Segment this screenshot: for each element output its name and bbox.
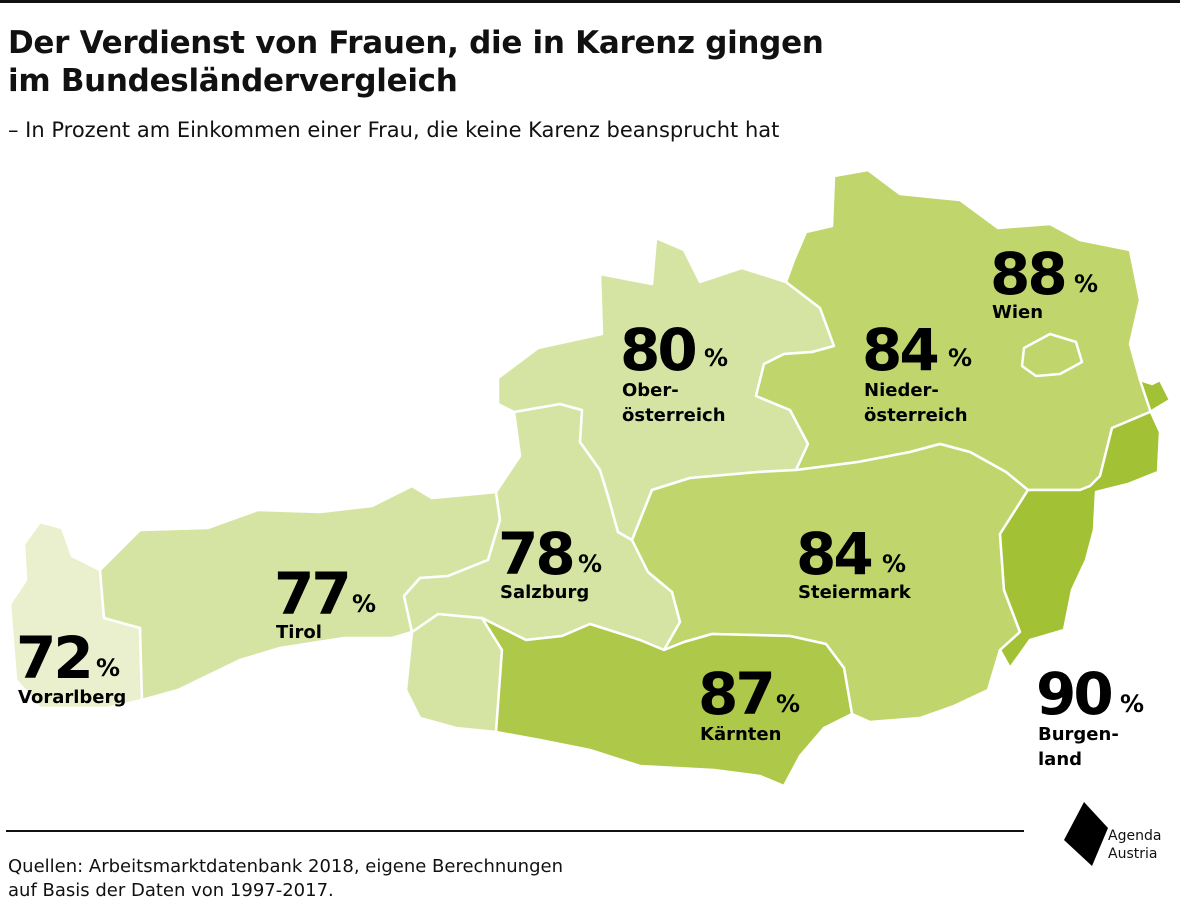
label-burgenland: 90 % Burgen- land [1036,660,1144,770]
percent-niederoesterreich: % [948,344,972,372]
top-rule [0,0,1180,3]
value-steiermark: 84 [796,520,871,588]
region-osttirol [404,612,504,734]
label-tirol: 77 % Tirol [274,560,376,643]
value-wien: 88 [990,240,1065,308]
chart-title: Der Verdienst von Frauen, die in Karenz … [8,24,1168,100]
percent-vorarlberg: % [96,654,120,682]
name-niederoesterreich-2: österreich [864,405,968,426]
percent-oberoesterreich: % [704,344,728,372]
value-salzburg: 78 [498,520,573,588]
label-kaernten: 87 % Kärnten [698,660,800,745]
region-kaernten [480,616,854,788]
name-wien: Wien [992,302,1043,323]
logo-mark-icon [1064,802,1108,866]
value-tirol: 77 [274,560,349,628]
source-note: Quellen: Arbeitsmarktdatenbank 2018, eig… [8,855,563,903]
label-vorarlberg: 72 % Vorarlberg [16,624,126,708]
label-wien: 88 % Wien [990,240,1098,323]
value-burgenland: 90 [1036,660,1111,728]
label-steiermark: 84 % Steiermark [796,520,912,603]
chart-subtitle: – In Prozent am Einkommen einer Frau, di… [8,118,780,142]
name-salzburg: Salzburg [500,582,589,603]
label-oberoesterreich: 80 % Ober- österreich [620,316,728,426]
logo-text-austria: Austria [1108,846,1158,862]
name-vorarlberg: Vorarlberg [18,687,126,708]
percent-wien: % [1074,270,1098,298]
percent-tirol: % [352,590,376,618]
percent-salzburg: % [578,550,602,578]
name-burgenland-2: land [1038,749,1082,770]
percent-burgenland: % [1120,690,1144,718]
percent-steiermark: % [882,550,906,578]
bottom-rule [6,830,1024,832]
title-line-1: Der Verdienst von Frauen, die in Karenz … [8,25,824,61]
percent-kaernten: % [776,690,800,718]
region-wien [1020,332,1084,378]
name-oberoesterreich-1: Ober- [622,380,679,401]
source-line-1: Quellen: Arbeitsmarktdatenbank 2018, eig… [8,856,563,877]
agenda-austria-logo: Agenda Austria [1064,800,1174,870]
region-vorarlberg [8,520,144,710]
value-oberoesterreich: 80 [620,316,695,384]
name-oberoesterreich-2: österreich [622,405,726,426]
title-line-2: im Bundesländervergleich [8,63,458,99]
region-burgenland [998,378,1172,670]
name-burgenland-1: Burgen- [1038,724,1119,745]
value-vorarlberg: 72 [16,624,91,692]
source-line-2: auf Basis der Daten von 1997-2017. [8,880,334,901]
name-kaernten: Kärnten [700,724,781,745]
name-steiermark: Steiermark [798,582,912,603]
logo-text-agenda: Agenda [1108,828,1162,844]
value-kaernten: 87 [698,660,773,728]
value-niederoesterreich: 84 [862,316,937,384]
name-tirol: Tirol [276,622,322,643]
name-niederoesterreich-1: Nieder- [864,380,939,401]
label-salzburg: 78 % Salzburg [498,520,602,603]
label-niederoesterreich: 84 % Nieder- österreich [862,316,972,426]
